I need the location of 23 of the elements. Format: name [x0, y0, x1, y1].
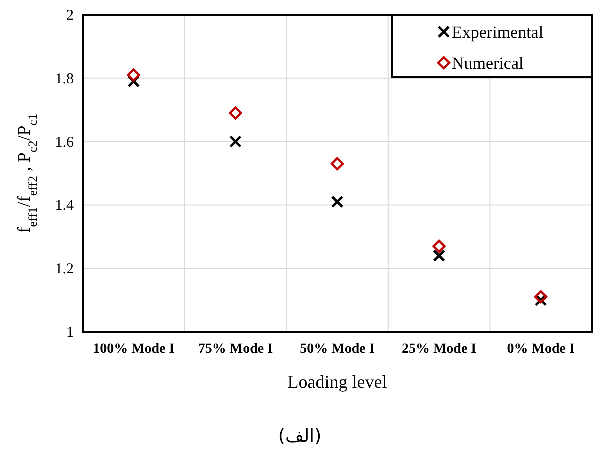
x-tick-label: 50% Mode I — [300, 342, 375, 357]
y-tick-label: 1 — [66, 325, 74, 341]
point — [330, 157, 344, 171]
legend-label: Experimental — [452, 23, 544, 42]
y-tick-label: 1.4 — [55, 198, 74, 214]
point — [432, 240, 446, 254]
x-tick-label: 100% Mode I — [93, 342, 175, 357]
y-tick-label: 2 — [66, 8, 74, 24]
legend-label: Numerical — [452, 54, 524, 73]
text: (الف) — [278, 426, 322, 447]
point — [229, 136, 242, 148]
point — [127, 68, 140, 82]
x-axis-title: Loading level — [288, 372, 388, 392]
x-tick-label: 25% Mode I — [402, 342, 477, 357]
y-tick-label: 1.6 — [55, 134, 74, 151]
point — [433, 250, 446, 262]
y-tick-label: 1.2 — [55, 262, 74, 278]
x-tick-label: 75% Mode I — [198, 342, 274, 357]
x-tick-label: 0% Mode I — [507, 342, 575, 357]
point — [331, 196, 344, 208]
point — [534, 290, 548, 304]
y-tick-label: 1.8 — [55, 71, 74, 88]
point — [229, 106, 242, 120]
